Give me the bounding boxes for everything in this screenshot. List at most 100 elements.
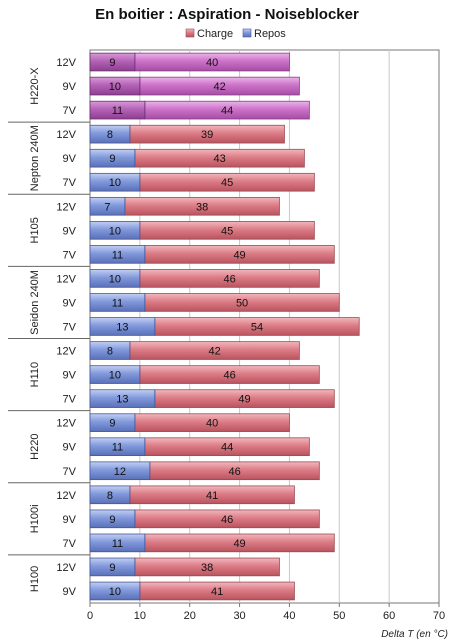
- category-label: 7V: [63, 466, 77, 478]
- bar-repos: [89, 365, 141, 384]
- category-label: 12V: [56, 129, 76, 141]
- category-label: 9V: [63, 370, 77, 382]
- data-label-repos: 11: [112, 249, 123, 261]
- category-label: 9V: [63, 297, 77, 309]
- category-label: 7V: [63, 538, 77, 550]
- bar-repos: [89, 485, 131, 505]
- bar-repos: [89, 533, 146, 553]
- data-label-repos: 11: [112, 105, 123, 117]
- bar-repos: [89, 341, 131, 360]
- category-label: 9V: [63, 153, 77, 165]
- data-label-charge: 43: [214, 153, 226, 165]
- category-label: 12V: [56, 346, 76, 358]
- category-label: 12V: [56, 273, 76, 285]
- bar-repos: [89, 148, 136, 168]
- data-label-charge: 45: [221, 177, 233, 189]
- bar-repos: [89, 100, 146, 120]
- bar-repos: [89, 413, 136, 432]
- category-label: 7V: [63, 105, 77, 117]
- data-label-charge: 44: [221, 442, 233, 454]
- bar-repos: [89, 221, 141, 240]
- bar-repos: [89, 124, 131, 144]
- bar-repos: [89, 437, 146, 457]
- category-label: 12V: [56, 57, 76, 69]
- legend-swatch-repos: [242, 28, 252, 38]
- data-label-charge: 49: [233, 538, 245, 550]
- category-label: 7V: [63, 394, 77, 406]
- group-label: H105: [29, 217, 41, 243]
- data-label-repos: 9: [109, 514, 115, 526]
- data-label-charge: 49: [238, 394, 250, 406]
- bars: 9 40 10 42 11 44 8 39 9 43 10 45 7 38 10 45 11 49 10 46 11 50…: [89, 52, 360, 601]
- x-tick-label: 70: [433, 610, 445, 622]
- chart-title: En boitier : Aspiration - Noiseblocker: [95, 6, 359, 23]
- x-tick-label: 10: [134, 610, 146, 622]
- legend-label-repos: Repos: [254, 28, 286, 40]
- group-label: H220: [29, 434, 41, 460]
- bar-repos: [89, 196, 126, 216]
- data-label-repos: 11: [112, 442, 123, 454]
- data-label-repos: 8: [107, 129, 113, 141]
- data-label-repos: 9: [109, 562, 115, 574]
- data-label-repos: 10: [109, 273, 121, 285]
- data-label-charge: 46: [228, 466, 240, 478]
- bar-repos: [89, 461, 151, 481]
- bar-repos: [89, 245, 146, 264]
- data-label-repos: 10: [109, 370, 121, 382]
- bar-repos: [89, 269, 141, 288]
- data-label-repos: 10: [109, 225, 121, 237]
- data-label-charge: 42: [214, 81, 226, 93]
- group-label: H220-X: [29, 67, 41, 105]
- data-label-repos: 12: [114, 466, 126, 478]
- category-label: 12V: [56, 490, 76, 502]
- data-label-repos: 7: [104, 201, 110, 213]
- x-tick-label: 50: [333, 610, 345, 622]
- data-label-repos: 10: [109, 177, 121, 189]
- data-label-charge: 49: [233, 249, 245, 261]
- x-axis-label: Delta T (en °C): [381, 629, 448, 640]
- category-label: 12V: [56, 201, 76, 213]
- data-label-charge: 41: [211, 586, 223, 598]
- data-label-repos: 9: [109, 57, 115, 69]
- data-label-charge: 46: [223, 273, 235, 285]
- data-label-charge: 44: [221, 105, 233, 117]
- data-label-charge: 39: [201, 129, 213, 141]
- legend: Charge Repos: [185, 28, 286, 40]
- data-label-charge: 38: [201, 562, 213, 574]
- category-label: 9V: [63, 225, 77, 237]
- category-label: 12V: [56, 562, 76, 574]
- x-tick-label: 20: [184, 610, 196, 622]
- bar-repos: [89, 581, 141, 601]
- category-label: 9V: [63, 81, 77, 93]
- bar-repos: [89, 509, 136, 529]
- category-label: 12V: [56, 418, 76, 430]
- category-labels: 12V 9V 7V 12V 9V 7V 12V 9V 7V 12V 9V 7V 12V 9V 7V 12V 9V…: [56, 57, 76, 598]
- data-label-charge: 41: [206, 490, 218, 502]
- data-label-charge: 45: [221, 225, 233, 237]
- data-label-charge: 54: [251, 322, 263, 334]
- data-label-charge: 40: [206, 418, 218, 430]
- category-label: 9V: [63, 442, 77, 454]
- data-label-repos: 13: [116, 322, 128, 334]
- group-label: Nepton 240M: [29, 125, 41, 191]
- data-label-repos: 8: [107, 346, 113, 358]
- category-label: 7V: [63, 177, 77, 189]
- category-label: 7V: [63, 322, 77, 334]
- data-label-repos: 11: [112, 297, 123, 309]
- data-label-charge: 50: [236, 297, 248, 309]
- data-label-repos: 9: [109, 153, 115, 165]
- x-tick-label: 60: [383, 610, 395, 622]
- group-label: H100i: [29, 504, 41, 533]
- data-label-charge: 38: [196, 201, 208, 213]
- bar-repos: [89, 389, 156, 408]
- data-label-repos: 13: [116, 394, 128, 406]
- category-label: 9V: [63, 586, 77, 598]
- group-labels: H220-X Nepton 240M H105 Seidon 240M H110 H220…: [8, 67, 90, 592]
- data-label-charge: 42: [209, 346, 221, 358]
- x-tick-label: 0: [87, 610, 93, 622]
- legend-swatch-charge: [185, 28, 195, 38]
- legend-label-charge: Charge: [197, 28, 233, 40]
- data-label-charge: 40: [206, 57, 218, 69]
- bar-repos: [89, 293, 146, 312]
